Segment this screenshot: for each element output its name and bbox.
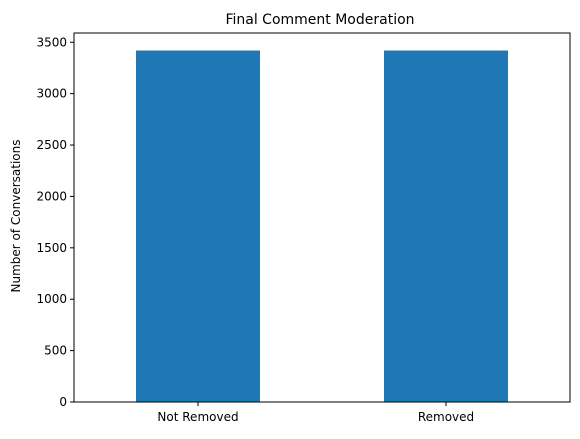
bar-removed — [384, 50, 508, 402]
x-tick-label: Not Removed — [157, 410, 238, 424]
chart-title: Final Comment Moderation — [225, 12, 414, 28]
y-tick-label: 2000 — [36, 189, 67, 203]
bar-not-removed — [136, 50, 260, 402]
y-tick-label: 1000 — [36, 292, 67, 306]
y-tick-label: 3500 — [36, 35, 67, 49]
y-tick-label: 1500 — [36, 241, 67, 255]
y-tick-label: 2500 — [36, 138, 67, 152]
bars-group — [136, 50, 508, 402]
x-tick-label: Removed — [418, 410, 474, 424]
y-axis-label: Number of Conversations — [9, 140, 23, 293]
y-tick-label: 0 — [59, 395, 67, 409]
plot-frame — [73, 32, 571, 403]
x-ticks-group: Not Removed Removed — [157, 402, 474, 424]
y-ticks-group: 0 500 1000 1500 2000 2500 3000 3500 — [36, 35, 74, 409]
y-tick-label: 3000 — [36, 87, 67, 101]
y-tick-label: 500 — [44, 344, 67, 358]
